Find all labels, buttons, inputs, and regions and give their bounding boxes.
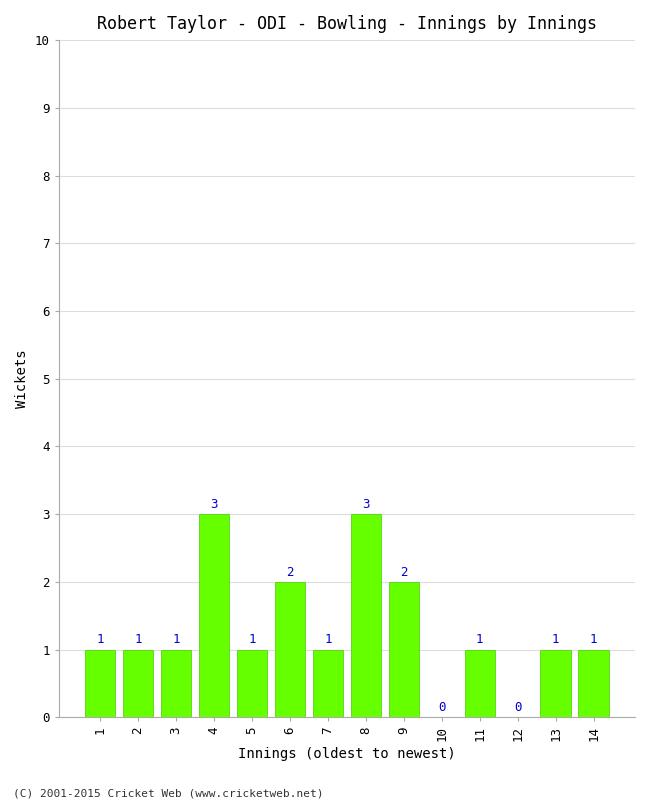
Text: (C) 2001-2015 Cricket Web (www.cricketweb.net): (C) 2001-2015 Cricket Web (www.cricketwe… [13,788,324,798]
Bar [313,650,343,718]
Text: 1: 1 [590,634,597,646]
X-axis label: Innings (oldest to newest): Innings (oldest to newest) [238,747,456,761]
Bar [350,514,381,718]
Bar [540,650,571,718]
Text: 1: 1 [324,634,332,646]
Bar [578,650,609,718]
Bar [389,582,419,718]
Title: Robert Taylor - ODI - Bowling - Innings by Innings: Robert Taylor - ODI - Bowling - Innings … [97,15,597,33]
Bar [199,514,229,718]
Text: 1: 1 [172,634,179,646]
Bar [275,582,305,718]
Text: 2: 2 [286,566,294,578]
Text: 2: 2 [400,566,408,578]
Bar [161,650,191,718]
Bar [237,650,267,718]
Text: 1: 1 [552,634,560,646]
Bar [84,650,115,718]
Text: 3: 3 [210,498,218,511]
Text: 1: 1 [476,634,484,646]
Y-axis label: Wickets: Wickets [15,350,29,408]
Bar [123,650,153,718]
Text: 3: 3 [362,498,370,511]
Text: 1: 1 [134,634,142,646]
Text: 0: 0 [514,701,521,714]
Text: 1: 1 [96,634,104,646]
Text: 0: 0 [438,701,445,714]
Bar [465,650,495,718]
Text: 1: 1 [248,634,255,646]
